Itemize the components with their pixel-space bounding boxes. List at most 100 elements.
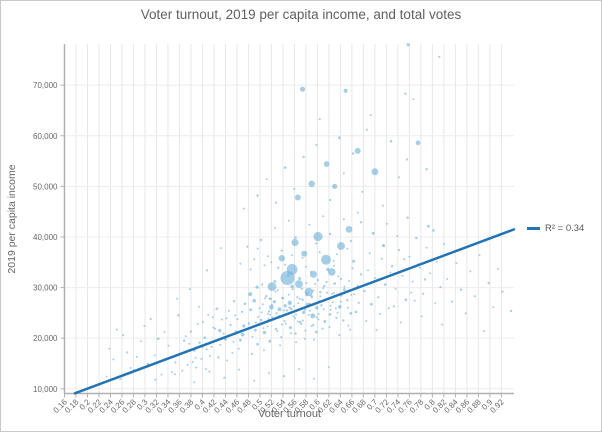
- data-point[interactable]: [177, 314, 180, 317]
- data-point[interactable]: [333, 292, 336, 295]
- data-point[interactable]: [167, 344, 170, 347]
- data-point[interactable]: [126, 351, 129, 354]
- data-point[interactable]: [396, 235, 399, 237]
- data-point[interactable]: [323, 320, 327, 323]
- data-point[interactable]: [295, 341, 298, 344]
- data-point[interactable]: [363, 289, 366, 293]
- data-point[interactable]: [346, 299, 349, 302]
- data-point[interactable]: [315, 330, 318, 334]
- data-point[interactable]: [369, 114, 372, 116]
- data-point[interactable]: [300, 287, 303, 290]
- data-point[interactable]: [292, 315, 295, 318]
- data-point[interactable]: [215, 307, 219, 311]
- data-point[interactable]: [310, 325, 313, 327]
- data-point[interactable]: [171, 371, 173, 374]
- data-point[interactable]: [308, 223, 311, 226]
- data-point[interactable]: [283, 320, 286, 322]
- data-point[interactable]: [309, 270, 317, 278]
- data-point[interactable]: [276, 330, 279, 333]
- data-point[interactable]: [389, 140, 393, 143]
- data-point[interactable]: [308, 180, 315, 187]
- data-point[interactable]: [483, 330, 486, 333]
- data-point[interactable]: [425, 168, 428, 171]
- data-point[interactable]: [211, 316, 214, 319]
- data-point[interactable]: [349, 328, 352, 331]
- data-point[interactable]: [310, 295, 314, 299]
- data-point[interactable]: [242, 207, 245, 210]
- data-point[interactable]: [184, 335, 187, 338]
- data-point[interactable]: [342, 172, 345, 175]
- data-point[interactable]: [295, 280, 303, 288]
- data-point[interactable]: [326, 291, 329, 294]
- data-point[interactable]: [406, 216, 409, 219]
- data-point[interactable]: [108, 347, 111, 350]
- data-point[interactable]: [257, 315, 260, 318]
- data-point[interactable]: [105, 375, 108, 378]
- data-point[interactable]: [232, 340, 235, 343]
- data-point[interactable]: [274, 201, 278, 204]
- data-point[interactable]: [394, 287, 397, 290]
- data-point[interactable]: [253, 328, 257, 332]
- data-point[interactable]: [429, 272, 432, 275]
- data-point[interactable]: [242, 324, 246, 328]
- data-point[interactable]: [303, 337, 306, 340]
- data-point[interactable]: [276, 289, 279, 292]
- data-point[interactable]: [193, 381, 196, 384]
- data-point[interactable]: [200, 357, 203, 360]
- data-point[interactable]: [227, 309, 230, 312]
- data-point[interactable]: [399, 321, 402, 324]
- data-point[interactable]: [293, 187, 296, 190]
- data-point[interactable]: [176, 297, 179, 300]
- data-point[interactable]: [291, 288, 294, 291]
- data-point[interactable]: [296, 296, 299, 299]
- data-point[interactable]: [337, 136, 341, 140]
- data-point[interactable]: [298, 277, 302, 280]
- data-point[interactable]: [375, 329, 378, 332]
- data-point[interactable]: [322, 308, 325, 311]
- data-point[interactable]: [473, 295, 476, 298]
- data-point[interactable]: [301, 256, 304, 259]
- data-point[interactable]: [492, 306, 495, 309]
- data-point[interactable]: [422, 292, 425, 295]
- data-point[interactable]: [459, 288, 463, 291]
- data-point[interactable]: [112, 358, 115, 361]
- data-point[interactable]: [173, 373, 176, 376]
- data-point[interactable]: [464, 312, 467, 315]
- data-point[interactable]: [203, 336, 207, 340]
- data-point[interactable]: [380, 257, 383, 260]
- data-point[interactable]: [194, 356, 197, 359]
- data-point[interactable]: [406, 158, 409, 161]
- data-point[interactable]: [249, 268, 252, 271]
- data-point[interactable]: [267, 312, 269, 315]
- data-point[interactable]: [377, 296, 380, 299]
- data-point[interactable]: [291, 254, 294, 257]
- data-point[interactable]: [264, 297, 267, 300]
- data-point[interactable]: [346, 247, 349, 250]
- data-point[interactable]: [246, 245, 249, 248]
- data-point[interactable]: [383, 283, 387, 286]
- data-point[interactable]: [305, 282, 308, 284]
- data-point[interactable]: [312, 289, 315, 292]
- data-point[interactable]: [334, 307, 337, 310]
- data-point[interactable]: [291, 238, 299, 247]
- data-point[interactable]: [373, 277, 376, 279]
- data-point[interactable]: [365, 128, 368, 131]
- data-point[interactable]: [420, 315, 423, 318]
- data-point[interactable]: [371, 168, 379, 176]
- data-point[interactable]: [432, 229, 435, 232]
- data-point[interactable]: [225, 317, 228, 320]
- data-point[interactable]: [234, 314, 237, 317]
- data-point[interactable]: [226, 359, 229, 362]
- data-point[interactable]: [250, 352, 253, 355]
- data-point[interactable]: [208, 354, 211, 357]
- data-point[interactable]: [240, 332, 245, 337]
- data-point[interactable]: [267, 310, 271, 313]
- data-point[interactable]: [301, 250, 308, 257]
- data-point[interactable]: [237, 347, 240, 350]
- data-point[interactable]: [119, 378, 122, 381]
- data-point[interactable]: [381, 204, 384, 207]
- data-point[interactable]: [403, 258, 406, 261]
- data-point[interactable]: [441, 323, 444, 326]
- data-point[interactable]: [319, 290, 322, 294]
